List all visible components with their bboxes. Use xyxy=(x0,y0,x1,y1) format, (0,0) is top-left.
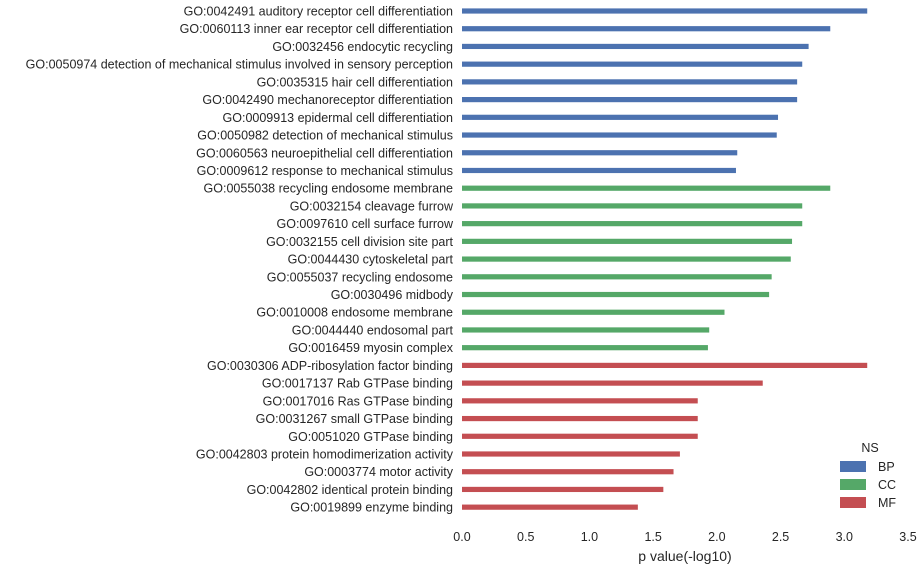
bar-bp xyxy=(462,150,738,156)
category-label: GO:0019899 enzyme binding xyxy=(290,501,453,515)
category-label: GO:0050974 detection of mechanical stimu… xyxy=(26,58,453,72)
x-tick-label: 2.0 xyxy=(708,530,725,544)
category-label: GO:0017137 Rab GTPase binding xyxy=(262,377,453,391)
bar-mf xyxy=(462,451,680,457)
legend-swatch-cc xyxy=(840,479,866,490)
x-axis-ticks: 0.0 0.5 1.0 1.5 2.0 2.5 3.0 3.5 xyxy=(453,530,916,544)
x-tick-label: 1.5 xyxy=(644,530,661,544)
category-labels: GO:0042491 auditory receptor cell differ… xyxy=(26,5,454,515)
bar-mf xyxy=(462,504,638,510)
category-label: GO:0042490 mechanoreceptor differentiati… xyxy=(202,93,453,107)
bar-mf xyxy=(462,362,868,368)
category-label: GO:0060563 neuroepithelial cell differen… xyxy=(196,146,453,160)
category-label: GO:0032155 cell division site part xyxy=(266,235,453,249)
category-label: GO:0016459 myosin complex xyxy=(288,341,453,355)
bar-cc xyxy=(462,185,831,191)
category-label: GO:0003774 motor activity xyxy=(304,465,453,479)
category-label: GO:0042491 auditory receptor cell differ… xyxy=(184,5,453,19)
bar-bp xyxy=(462,97,798,103)
legend-label-cc: CC xyxy=(878,478,896,492)
category-label: GO:0035315 hair cell differentiation xyxy=(257,75,453,89)
bar-cc xyxy=(462,345,708,351)
bar-mf xyxy=(462,415,698,422)
category-label: GO:0060113 inner ear receptor cell diffe… xyxy=(180,22,453,36)
category-label: GO:0017016 Ras GTPase binding xyxy=(263,394,453,408)
category-label: GO:0044440 endosomal part xyxy=(292,323,454,337)
bar-cc xyxy=(462,221,803,227)
category-label: GO:0051020 GTPase binding xyxy=(288,430,453,444)
category-label: GO:0009612 response to mechanical stimul… xyxy=(197,164,453,178)
bar-cc xyxy=(462,327,710,333)
legend-title: NS xyxy=(861,441,878,455)
category-label: GO:0042803 protein homodimerization acti… xyxy=(196,448,454,462)
category-label: GO:0031267 small GTPase binding xyxy=(256,412,453,426)
bar-bp xyxy=(462,114,779,120)
category-label: GO:0032154 cleavage furrow xyxy=(290,199,454,213)
x-axis-label: p value(-log10) xyxy=(638,548,731,564)
bar-bp xyxy=(462,8,868,14)
category-label: GO:0044430 cytoskeletal part xyxy=(288,253,454,267)
category-label: GO:0030496 midbody xyxy=(331,288,454,302)
bar-cc xyxy=(462,203,803,209)
category-label: GO:0042802 identical protein binding xyxy=(247,483,453,497)
category-label: GO:0055037 recycling endosome xyxy=(267,270,453,284)
legend-swatch-mf xyxy=(840,497,866,508)
category-label: GO:0032456 endocytic recycling xyxy=(272,40,453,54)
legend-label-bp: BP xyxy=(878,460,895,474)
bar-mf xyxy=(462,398,698,404)
category-label: GO:0055038 recycling endosome membrane xyxy=(204,182,453,196)
bar-cc xyxy=(462,238,793,244)
bar-bp xyxy=(462,167,736,174)
bar-bp xyxy=(462,43,809,50)
x-tick-label: 3.5 xyxy=(899,530,916,544)
bar-mf xyxy=(462,486,664,493)
x-tick-label: 1.0 xyxy=(581,530,598,544)
x-tick-label: 0.0 xyxy=(453,530,470,544)
bar-mf xyxy=(462,469,674,475)
category-label: GO:0010008 endosome membrane xyxy=(256,306,453,320)
bar-cc xyxy=(462,274,772,280)
bars-layer xyxy=(462,8,868,510)
bar-mf xyxy=(462,433,698,439)
category-label: GO:0030306 ADP-ribosylation factor bindi… xyxy=(207,359,453,373)
bar-cc xyxy=(462,309,725,315)
bar-bp xyxy=(462,61,803,67)
bar-bp xyxy=(462,79,798,85)
category-label: GO:0097610 cell surface furrow xyxy=(277,217,454,231)
category-label: GO:0050982 detection of mechanical stimu… xyxy=(197,129,453,143)
legend-label-mf: MF xyxy=(878,496,896,510)
category-label: GO:0009913 epidermal cell differentiatio… xyxy=(223,111,454,125)
legend-swatch-bp xyxy=(840,461,866,472)
x-tick-label: 0.5 xyxy=(517,530,534,544)
bar-bp xyxy=(462,132,777,138)
bar-bp xyxy=(462,26,831,32)
bar-cc xyxy=(462,256,791,262)
x-tick-label: 3.0 xyxy=(836,530,853,544)
legend: NS BP CC MF xyxy=(840,441,896,510)
x-tick-label: 2.5 xyxy=(772,530,789,544)
bar-cc xyxy=(462,291,770,298)
bar-mf xyxy=(462,380,763,386)
